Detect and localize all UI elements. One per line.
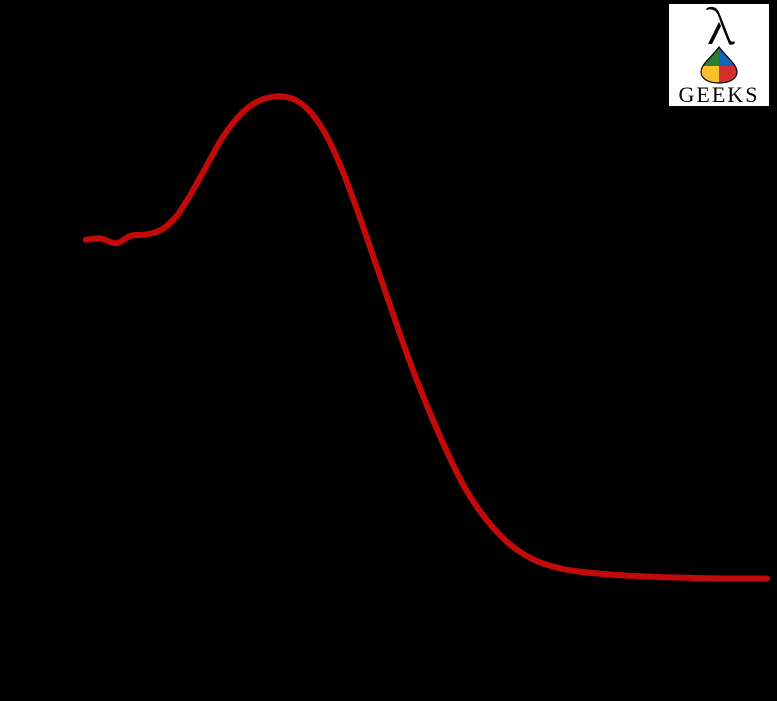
lambda-icon: [699, 4, 739, 46]
drop-q-tr: [719, 46, 743, 66]
line-chart-svg: [0, 0, 777, 696]
geeks-logo: GEEKS: [669, 4, 769, 106]
drop-q-tl: [695, 46, 719, 66]
logo-text: GEEKS: [669, 82, 769, 108]
chart-background: [0, 0, 777, 696]
chart-canvas: [0, 0, 777, 696]
droplet-icon: [695, 46, 743, 84]
